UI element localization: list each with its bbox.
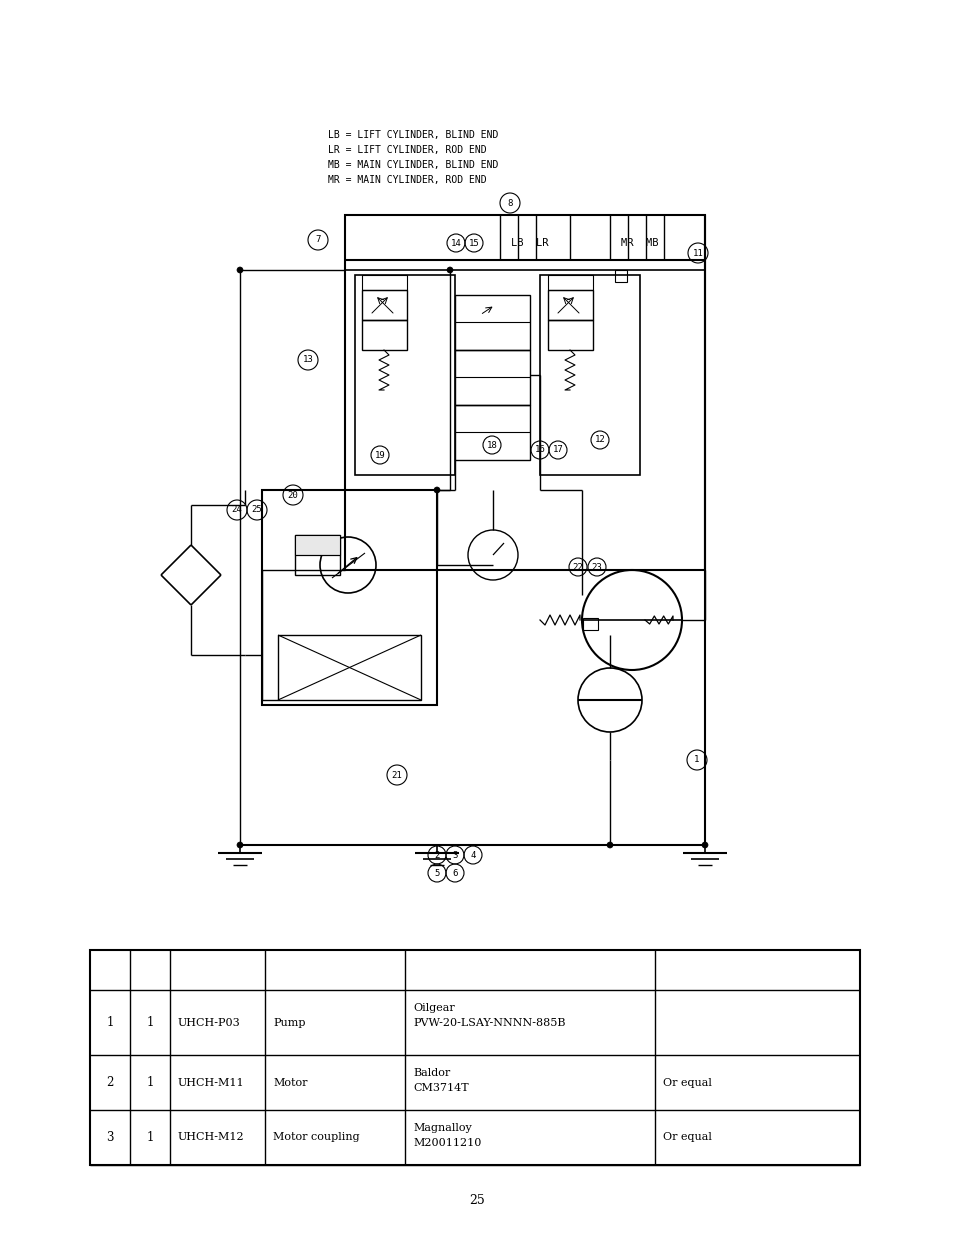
Text: 1: 1	[146, 1016, 153, 1029]
Text: 2: 2	[106, 1076, 113, 1089]
Text: M20011210: M20011210	[413, 1137, 481, 1149]
Text: 18: 18	[486, 441, 497, 450]
Text: Oilgear: Oilgear	[413, 1003, 455, 1013]
Bar	[355, 275, 455, 475]
Text: Baldor: Baldor	[413, 1068, 450, 1078]
Text: 6: 6	[452, 868, 457, 878]
Text: Magnalloy: Magnalloy	[413, 1123, 471, 1132]
Bar	[361, 290, 407, 320]
Text: MB = MAIN CYLINDER, BLIND END: MB = MAIN CYLINDER, BLIND END	[328, 161, 497, 170]
Text: UHCH-M11: UHCH-M11	[178, 1077, 244, 1088]
Bar	[539, 275, 639, 475]
Circle shape	[701, 842, 707, 848]
Bar	[262, 490, 436, 705]
Text: UHCH-M12: UHCH-M12	[178, 1132, 244, 1142]
Text: 1: 1	[106, 1016, 113, 1029]
Text: 22: 22	[572, 562, 583, 572]
Text: Or equal: Or equal	[662, 1132, 711, 1142]
Bar	[455, 405, 530, 459]
Text: 8: 8	[507, 199, 512, 207]
Circle shape	[606, 842, 613, 848]
Text: 11: 11	[692, 248, 702, 258]
Text: 4: 4	[470, 851, 476, 860]
Circle shape	[236, 267, 243, 273]
Text: CM3714T: CM3714T	[413, 1083, 468, 1093]
Bar	[294, 535, 339, 576]
Text: LB = LIFT CYLINDER, BLIND END: LB = LIFT CYLINDER, BLIND END	[328, 130, 497, 140]
Text: 25: 25	[469, 1193, 484, 1207]
Text: Pump: Pump	[273, 1018, 305, 1028]
Text: 25: 25	[252, 505, 262, 515]
Text: 24: 24	[232, 505, 242, 515]
Bar	[547, 290, 593, 320]
Circle shape	[447, 267, 453, 273]
Circle shape	[434, 487, 439, 493]
Text: 23: 23	[591, 562, 601, 572]
Text: 15: 15	[468, 238, 478, 247]
Text: LR = LIFT CYLINDER, ROD END: LR = LIFT CYLINDER, ROD END	[328, 144, 486, 156]
Text: 17: 17	[552, 446, 563, 454]
Text: 14: 14	[450, 238, 461, 247]
Bar	[582, 618, 598, 630]
Text: PVW-20-LSAY-NNNN-885B: PVW-20-LSAY-NNNN-885B	[413, 1018, 565, 1028]
Bar	[277, 635, 420, 700]
Text: Motor coupling: Motor coupling	[273, 1132, 359, 1142]
Bar	[547, 320, 593, 350]
Bar	[547, 275, 593, 290]
Text: 5: 5	[434, 868, 439, 878]
Text: 12: 12	[594, 436, 605, 445]
Text: 1: 1	[146, 1131, 153, 1144]
Text: 1: 1	[146, 1076, 153, 1089]
Bar	[345, 215, 704, 571]
Circle shape	[236, 842, 243, 848]
Bar	[615, 270, 626, 282]
Text: 19: 19	[375, 451, 385, 459]
Bar	[361, 275, 407, 290]
Text: Or equal: Or equal	[662, 1077, 711, 1088]
Text: 3: 3	[452, 851, 457, 860]
Text: MR  MB: MR MB	[620, 238, 659, 248]
Text: 3: 3	[106, 1131, 113, 1144]
Text: MR = MAIN CYLINDER, ROD END: MR = MAIN CYLINDER, ROD END	[328, 175, 486, 185]
Text: 7: 7	[315, 236, 320, 245]
Bar	[455, 350, 530, 405]
Text: Motor: Motor	[273, 1077, 307, 1088]
Text: 13: 13	[302, 356, 313, 364]
Text: 2: 2	[434, 851, 439, 860]
Text: 21: 21	[392, 771, 402, 779]
Bar	[361, 320, 407, 350]
Bar	[455, 295, 530, 350]
Text: 20: 20	[287, 490, 298, 499]
Text: LB  LR: LB LR	[511, 238, 548, 248]
Text: 1: 1	[694, 756, 699, 764]
Bar	[294, 535, 339, 555]
Bar	[90, 950, 859, 1165]
Text: UHCH-P03: UHCH-P03	[178, 1018, 240, 1028]
Text: 16: 16	[534, 446, 545, 454]
